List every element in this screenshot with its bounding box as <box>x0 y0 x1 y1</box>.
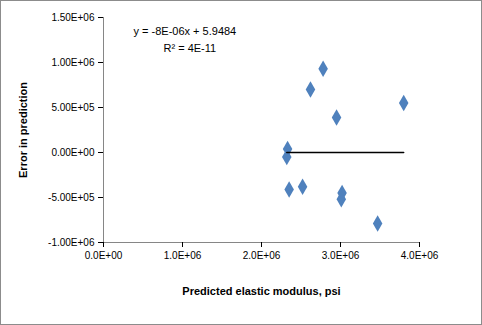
svg-text:4.0E+06: 4.0E+06 <box>401 250 439 261</box>
svg-text:Predicted elastic modulus, psi: Predicted elastic modulus, psi <box>182 285 340 297</box>
svg-text:1.00E+06: 1.00E+06 <box>51 57 95 68</box>
svg-text:1.0E+06: 1.0E+06 <box>164 250 202 261</box>
svg-text:0.00E+00: 0.00E+00 <box>51 147 95 158</box>
svg-text:R² = 4E-11: R² = 4E-11 <box>164 42 217 54</box>
svg-text:y = -8E-06x + 5.9484: y = -8E-06x + 5.9484 <box>134 25 237 37</box>
svg-text:1.50E+06: 1.50E+06 <box>51 12 95 23</box>
svg-text:0.0E+00: 0.0E+00 <box>85 250 123 261</box>
svg-text:2.0E+06: 2.0E+06 <box>243 250 281 261</box>
svg-text:-1.00E+06: -1.00E+06 <box>48 237 95 248</box>
svg-text:-5.00E+05: -5.00E+05 <box>48 192 95 203</box>
svg-text:5.00E+05: 5.00E+05 <box>51 102 95 113</box>
svg-text:Error in prediction: Error in prediction <box>17 82 29 178</box>
svg-text:3.0E+06: 3.0E+06 <box>322 250 360 261</box>
